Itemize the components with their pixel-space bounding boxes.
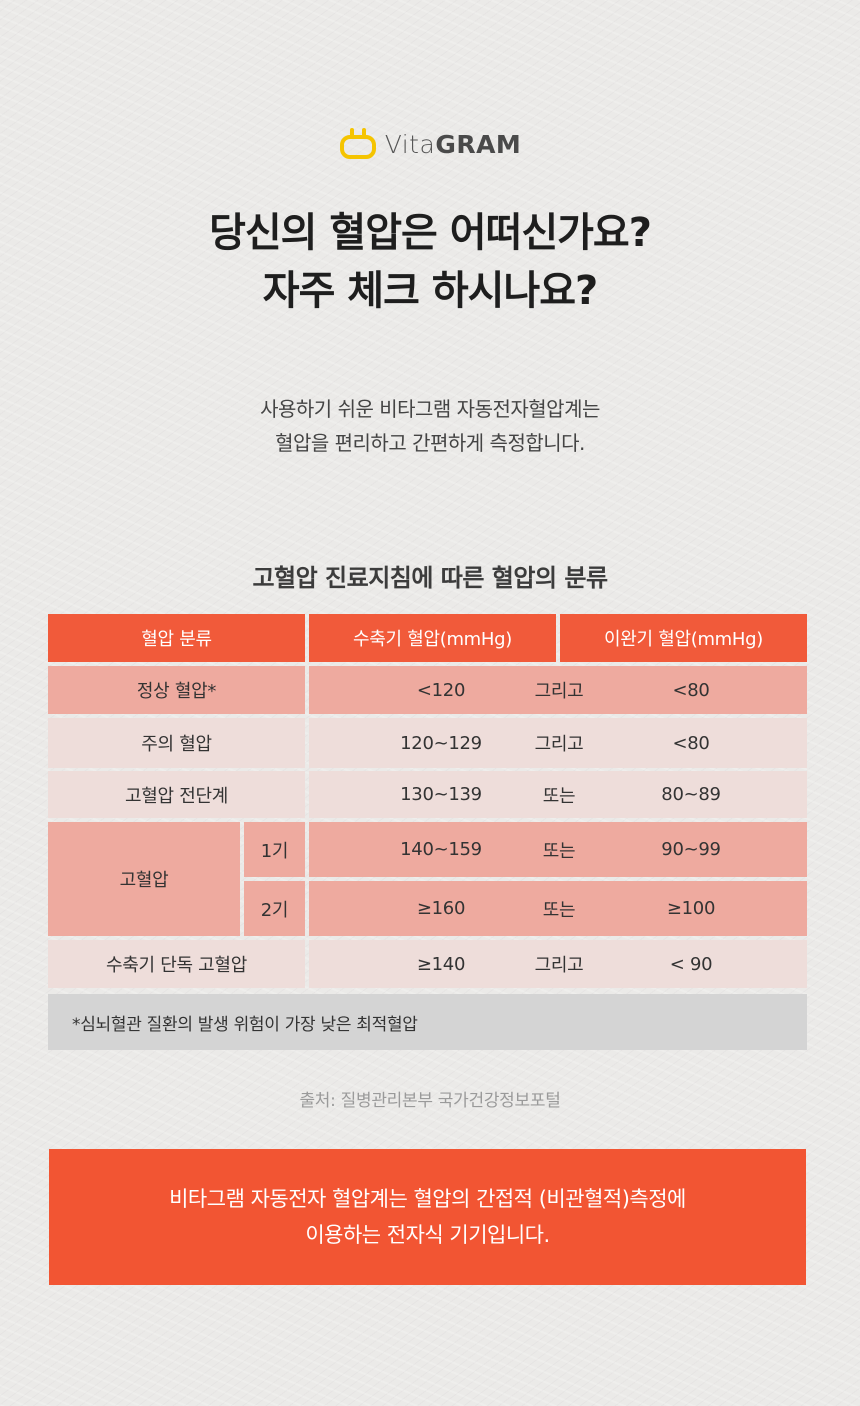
header-diastolic: 이완기 혈압(mmHg)	[560, 614, 807, 662]
row-diastolic: <80	[672, 732, 710, 754]
brand-name: VitaGRAM	[384, 129, 522, 159]
row-diastolic: 90~99	[661, 839, 721, 860]
row-systolic: 140~159	[400, 839, 482, 860]
headline-line-1: 당신의 혈압은 어떠신가요?	[209, 210, 652, 256]
source-citation: 출처: 질병관리본부 국가건강정보포털	[299, 1091, 561, 1111]
row-systolic: ≥160	[416, 898, 466, 919]
row-category-hypertension: 고혈압	[48, 822, 240, 936]
table-row: 120~129 그리고 <80	[309, 718, 807, 768]
banner-line-1: 비타그램 자동전자 혈압계는 혈압의 간접적 (비관혈적)측정에	[169, 1187, 686, 1211]
row-systolic: 120~129	[400, 732, 482, 754]
row-operator: 그리고	[534, 955, 584, 976]
row-operator: 또는	[542, 785, 576, 807]
row-operator: 또는	[542, 840, 576, 862]
table-footnote: *심뇌혈관 질환의 발생 위험이 가장 낮은 최적혈압	[48, 994, 807, 1050]
power-plug-icon	[339, 128, 376, 159]
row-diastolic: <80	[672, 679, 710, 701]
row-diastolic: < 90	[669, 953, 713, 975]
row-diastolic: ≥100	[666, 898, 716, 919]
brand-logo: VitaGRAM	[0, 128, 860, 160]
row-systolic: ≥140	[416, 953, 466, 975]
info-banner: 비타그램 자동전자 혈압계는 혈압의 간접적 (비관혈적)측정에 이용하는 전자…	[49, 1149, 806, 1285]
headline: 당신의 혈압은 어떠신가요? 자주 체크 하시나요?	[0, 204, 860, 320]
blood-pressure-table: 혈압 분류 수축기 혈압(mmHg) 이완기 혈압(mmHg) 정상 혈압* <…	[48, 614, 807, 1050]
headline-line-2: 자주 체크 하시나요?	[262, 268, 598, 314]
table-row: ≥140 그리고 < 90	[309, 940, 807, 988]
row-category: 주의 혈압	[48, 718, 305, 768]
row-category: 수축기 단독 고혈압	[48, 940, 305, 988]
row-stage-1: 1기	[244, 822, 305, 877]
table-row: <120 그리고 <80	[309, 666, 807, 714]
row-systolic: <120	[416, 679, 466, 701]
row-systolic: 130~139	[400, 784, 482, 805]
table-row: ≥160 또는 ≥100	[309, 881, 807, 936]
row-stage-2: 2기	[244, 881, 305, 936]
row-operator: 그리고	[534, 681, 584, 702]
row-operator: 그리고	[534, 734, 584, 755]
table-row: 140~159 또는 90~99	[309, 822, 807, 877]
subtext-line-2: 혈압을 편리하고 간편하게 측정합니다.	[275, 431, 585, 455]
row-operator: 또는	[542, 899, 576, 921]
table-title: 고혈압 진료지침에 따른 혈압의 분류	[252, 564, 608, 592]
subtext-line-1: 사용하기 쉬운 비타그램 자동전자혈압계는	[260, 397, 600, 421]
table-row: 130~139 또는 80~89	[309, 771, 807, 818]
row-category: 고혈압 전단계	[48, 771, 305, 818]
row-diastolic: 80~89	[661, 784, 721, 805]
banner-line-2: 이용하는 전자식 기기입니다.	[305, 1223, 550, 1247]
row-category: 정상 혈압*	[48, 666, 305, 714]
subtext: 사용하기 쉬운 비타그램 자동전자혈압계는 혈압을 편리하고 간편하게 측정합니…	[0, 392, 860, 460]
header-category: 혈압 분류	[48, 614, 305, 662]
header-systolic: 수축기 혈압(mmHg)	[309, 614, 556, 662]
